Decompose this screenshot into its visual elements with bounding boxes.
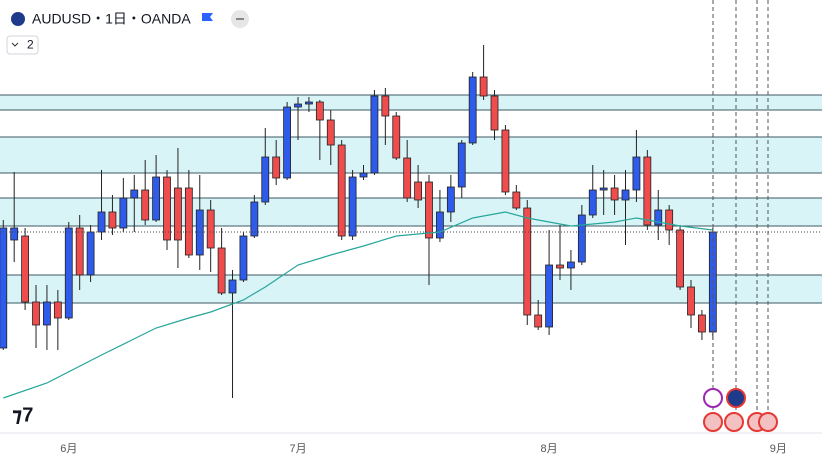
event-icon[interactable] [758, 412, 778, 432]
candle-body [610, 187, 619, 201]
x-tick-label: 6月 [60, 443, 77, 455]
indicator-toggle[interactable] [6, 35, 39, 55]
zone [0, 198, 822, 226]
candle-body [21, 235, 30, 303]
candle-body [501, 129, 510, 193]
candle-body [32, 301, 40, 326]
candle-body [490, 95, 499, 131]
candle-body [643, 156, 652, 226]
chevron [11, 42, 19, 47]
candle-body [370, 95, 379, 174]
candle-body [272, 156, 281, 179]
candle-body [305, 101, 313, 105]
event-icon[interactable] [703, 412, 723, 432]
candle-body [665, 209, 674, 231]
event-icon[interactable] [703, 388, 723, 408]
candle-body [174, 187, 182, 241]
event-icon[interactable] [724, 412, 744, 432]
candle-body [381, 95, 390, 117]
candle-body [0, 227, 8, 349]
candle-body [217, 247, 226, 294]
candle-body [599, 187, 608, 191]
candle-body [163, 176, 171, 241]
candle-body [206, 209, 215, 249]
zone [0, 95, 822, 110]
candle-body [261, 156, 270, 203]
candle-body [414, 181, 422, 201]
candle-body [403, 157, 412, 199]
x-tick-label: 9月 [770, 443, 787, 455]
x-tick-label: 7月 [289, 443, 306, 455]
candle-body [392, 115, 401, 159]
candle-body [184, 187, 193, 256]
candle-body [446, 186, 455, 213]
candle-body [534, 314, 543, 328]
candle-body [130, 189, 139, 199]
candle-body [141, 189, 150, 221]
candle-body [119, 197, 128, 229]
candle-body [152, 176, 161, 221]
flag-icon[interactable] [202, 13, 213, 21]
tv-logo: ⁊7 [12, 404, 33, 426]
candle-body [294, 103, 302, 108]
candle-body [687, 286, 695, 316]
candle-body [283, 106, 291, 179]
indicator-count: 2 [27, 38, 34, 52]
candle-body [588, 189, 597, 216]
candle-body [326, 119, 335, 146]
candle-body [436, 211, 444, 239]
x-tick-label: 8月 [541, 443, 558, 455]
candle-body [425, 181, 433, 239]
event-lines [712, 0, 769, 432]
candle-body [250, 201, 259, 237]
candle-body [86, 231, 95, 276]
candle-body [337, 144, 346, 237]
event-icon[interactable] [726, 388, 746, 408]
candle-body [53, 301, 62, 319]
plot: 6月 7月 8月 9月 [0, 45, 822, 455]
candle-body [556, 264, 564, 269]
candle-body [468, 76, 477, 144]
candle-body [359, 172, 368, 178]
candle-body [698, 314, 706, 333]
candle-body [195, 209, 204, 256]
symbol-flag [11, 12, 25, 26]
candle-body [108, 211, 117, 229]
zone [0, 275, 822, 303]
header-bg [0, 5, 230, 31]
candle-body [621, 189, 630, 201]
candle-body [654, 209, 663, 226]
moving-average [3, 211, 713, 399]
candle-body [239, 235, 248, 281]
candle-body [97, 211, 106, 233]
candle-body [457, 142, 466, 188]
candle-body [64, 227, 73, 319]
candle-body [512, 191, 521, 209]
candle-body [577, 214, 586, 263]
candle-body [545, 264, 553, 328]
candle-body [479, 76, 488, 97]
candle-body [632, 156, 641, 191]
symbol-title[interactable]: AUDUSD・1日・OANDA [32, 11, 191, 27]
candle-body [523, 207, 532, 316]
candle-body [75, 227, 84, 276]
candle-body [43, 301, 51, 326]
candle-body [348, 176, 357, 237]
candle-body [676, 229, 684, 288]
candle-body [228, 279, 237, 294]
candle-body [315, 101, 324, 121]
event-icons[interactable] [703, 388, 778, 432]
candle-body [567, 261, 575, 269]
candle-body [10, 227, 19, 241]
